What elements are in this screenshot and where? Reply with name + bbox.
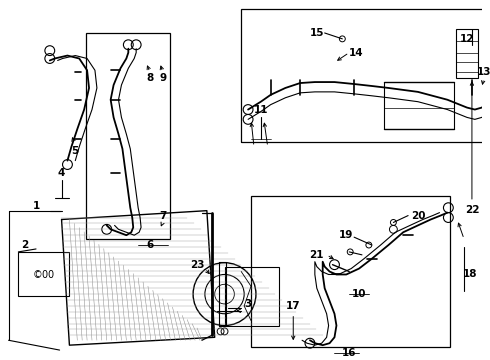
Bar <box>456 29 478 78</box>
Bar <box>86 33 170 239</box>
Bar <box>241 9 490 142</box>
Text: 21: 21 <box>310 250 324 260</box>
Text: 14: 14 <box>349 48 364 58</box>
Text: 22: 22 <box>465 205 479 215</box>
Bar <box>224 267 278 325</box>
Text: 2: 2 <box>22 240 29 250</box>
Text: 15: 15 <box>310 28 324 38</box>
Text: 5: 5 <box>71 146 78 156</box>
Text: 1: 1 <box>32 201 40 211</box>
Text: 8: 8 <box>147 73 153 83</box>
Text: 10: 10 <box>352 289 366 299</box>
Text: 17: 17 <box>286 301 300 311</box>
Bar <box>18 252 70 296</box>
Text: 3: 3 <box>245 299 252 309</box>
Text: 12: 12 <box>460 34 474 44</box>
Text: 19: 19 <box>339 230 353 240</box>
Text: 7: 7 <box>159 211 167 221</box>
Text: 20: 20 <box>411 211 425 221</box>
Text: 9: 9 <box>159 73 166 83</box>
Text: $\copyright$00: $\copyright$00 <box>32 269 56 280</box>
Text: 23: 23 <box>190 260 204 270</box>
Bar <box>251 196 450 347</box>
Text: 16: 16 <box>342 348 356 358</box>
Text: 13: 13 <box>476 67 490 77</box>
Text: 18: 18 <box>463 270 477 279</box>
Text: 6: 6 <box>147 240 153 250</box>
Text: 11: 11 <box>254 104 268 114</box>
Text: 4: 4 <box>58 168 65 178</box>
